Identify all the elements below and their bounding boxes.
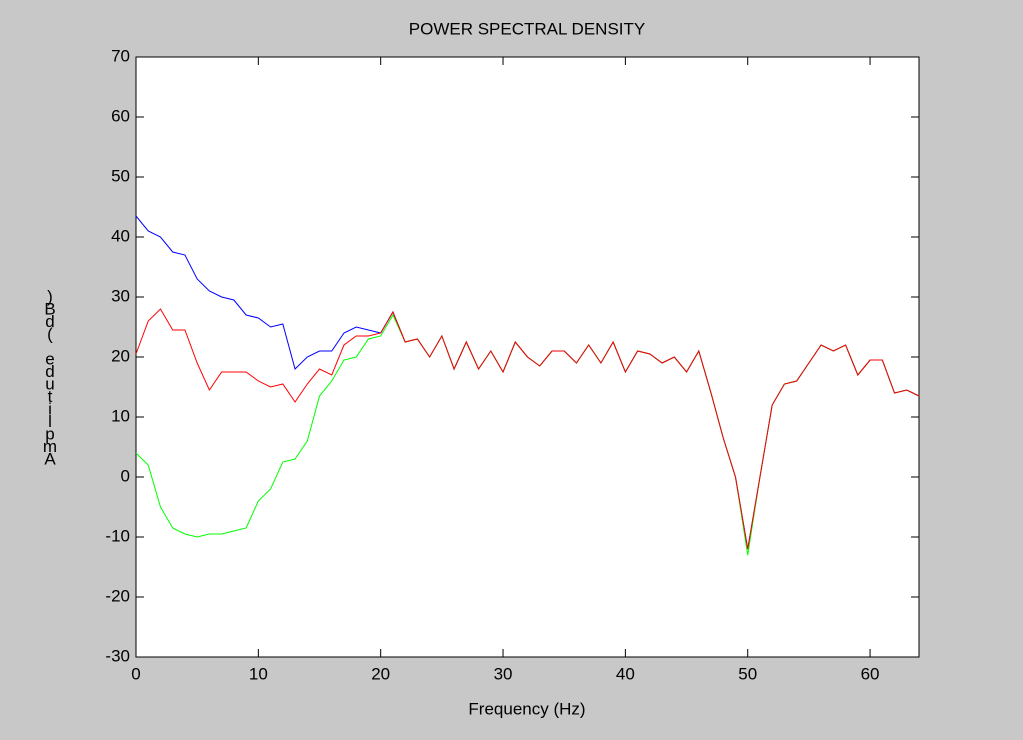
y-tick-label: 60 [111,106,130,125]
x-tick-label: 30 [494,664,513,683]
y-tick-label: 20 [111,346,130,365]
x-tick-label: 10 [249,664,268,683]
y-tick-label: 0 [121,466,130,485]
y-tick-label: 40 [111,226,130,245]
y-tick-label: -10 [105,526,130,545]
series-line [135,308,920,550]
y-tick-label: 70 [111,46,130,65]
x-tick-label: 40 [616,664,635,683]
y-tick-label: 10 [111,406,130,425]
x-tick-label: 20 [371,664,390,683]
chart-title: POWER SPECTRAL DENSITY [409,19,645,38]
y-tick-label: 50 [111,166,130,185]
y-tick-label: -30 [105,646,130,665]
x-tick-label: 50 [738,664,757,683]
x-tick-label: 60 [861,664,880,683]
y-tick-label: -20 [105,586,130,605]
y-tick-label: 30 [111,286,130,305]
x-tick-label: 0 [131,664,140,683]
x-axis-label: Frequency (Hz) [468,699,585,718]
